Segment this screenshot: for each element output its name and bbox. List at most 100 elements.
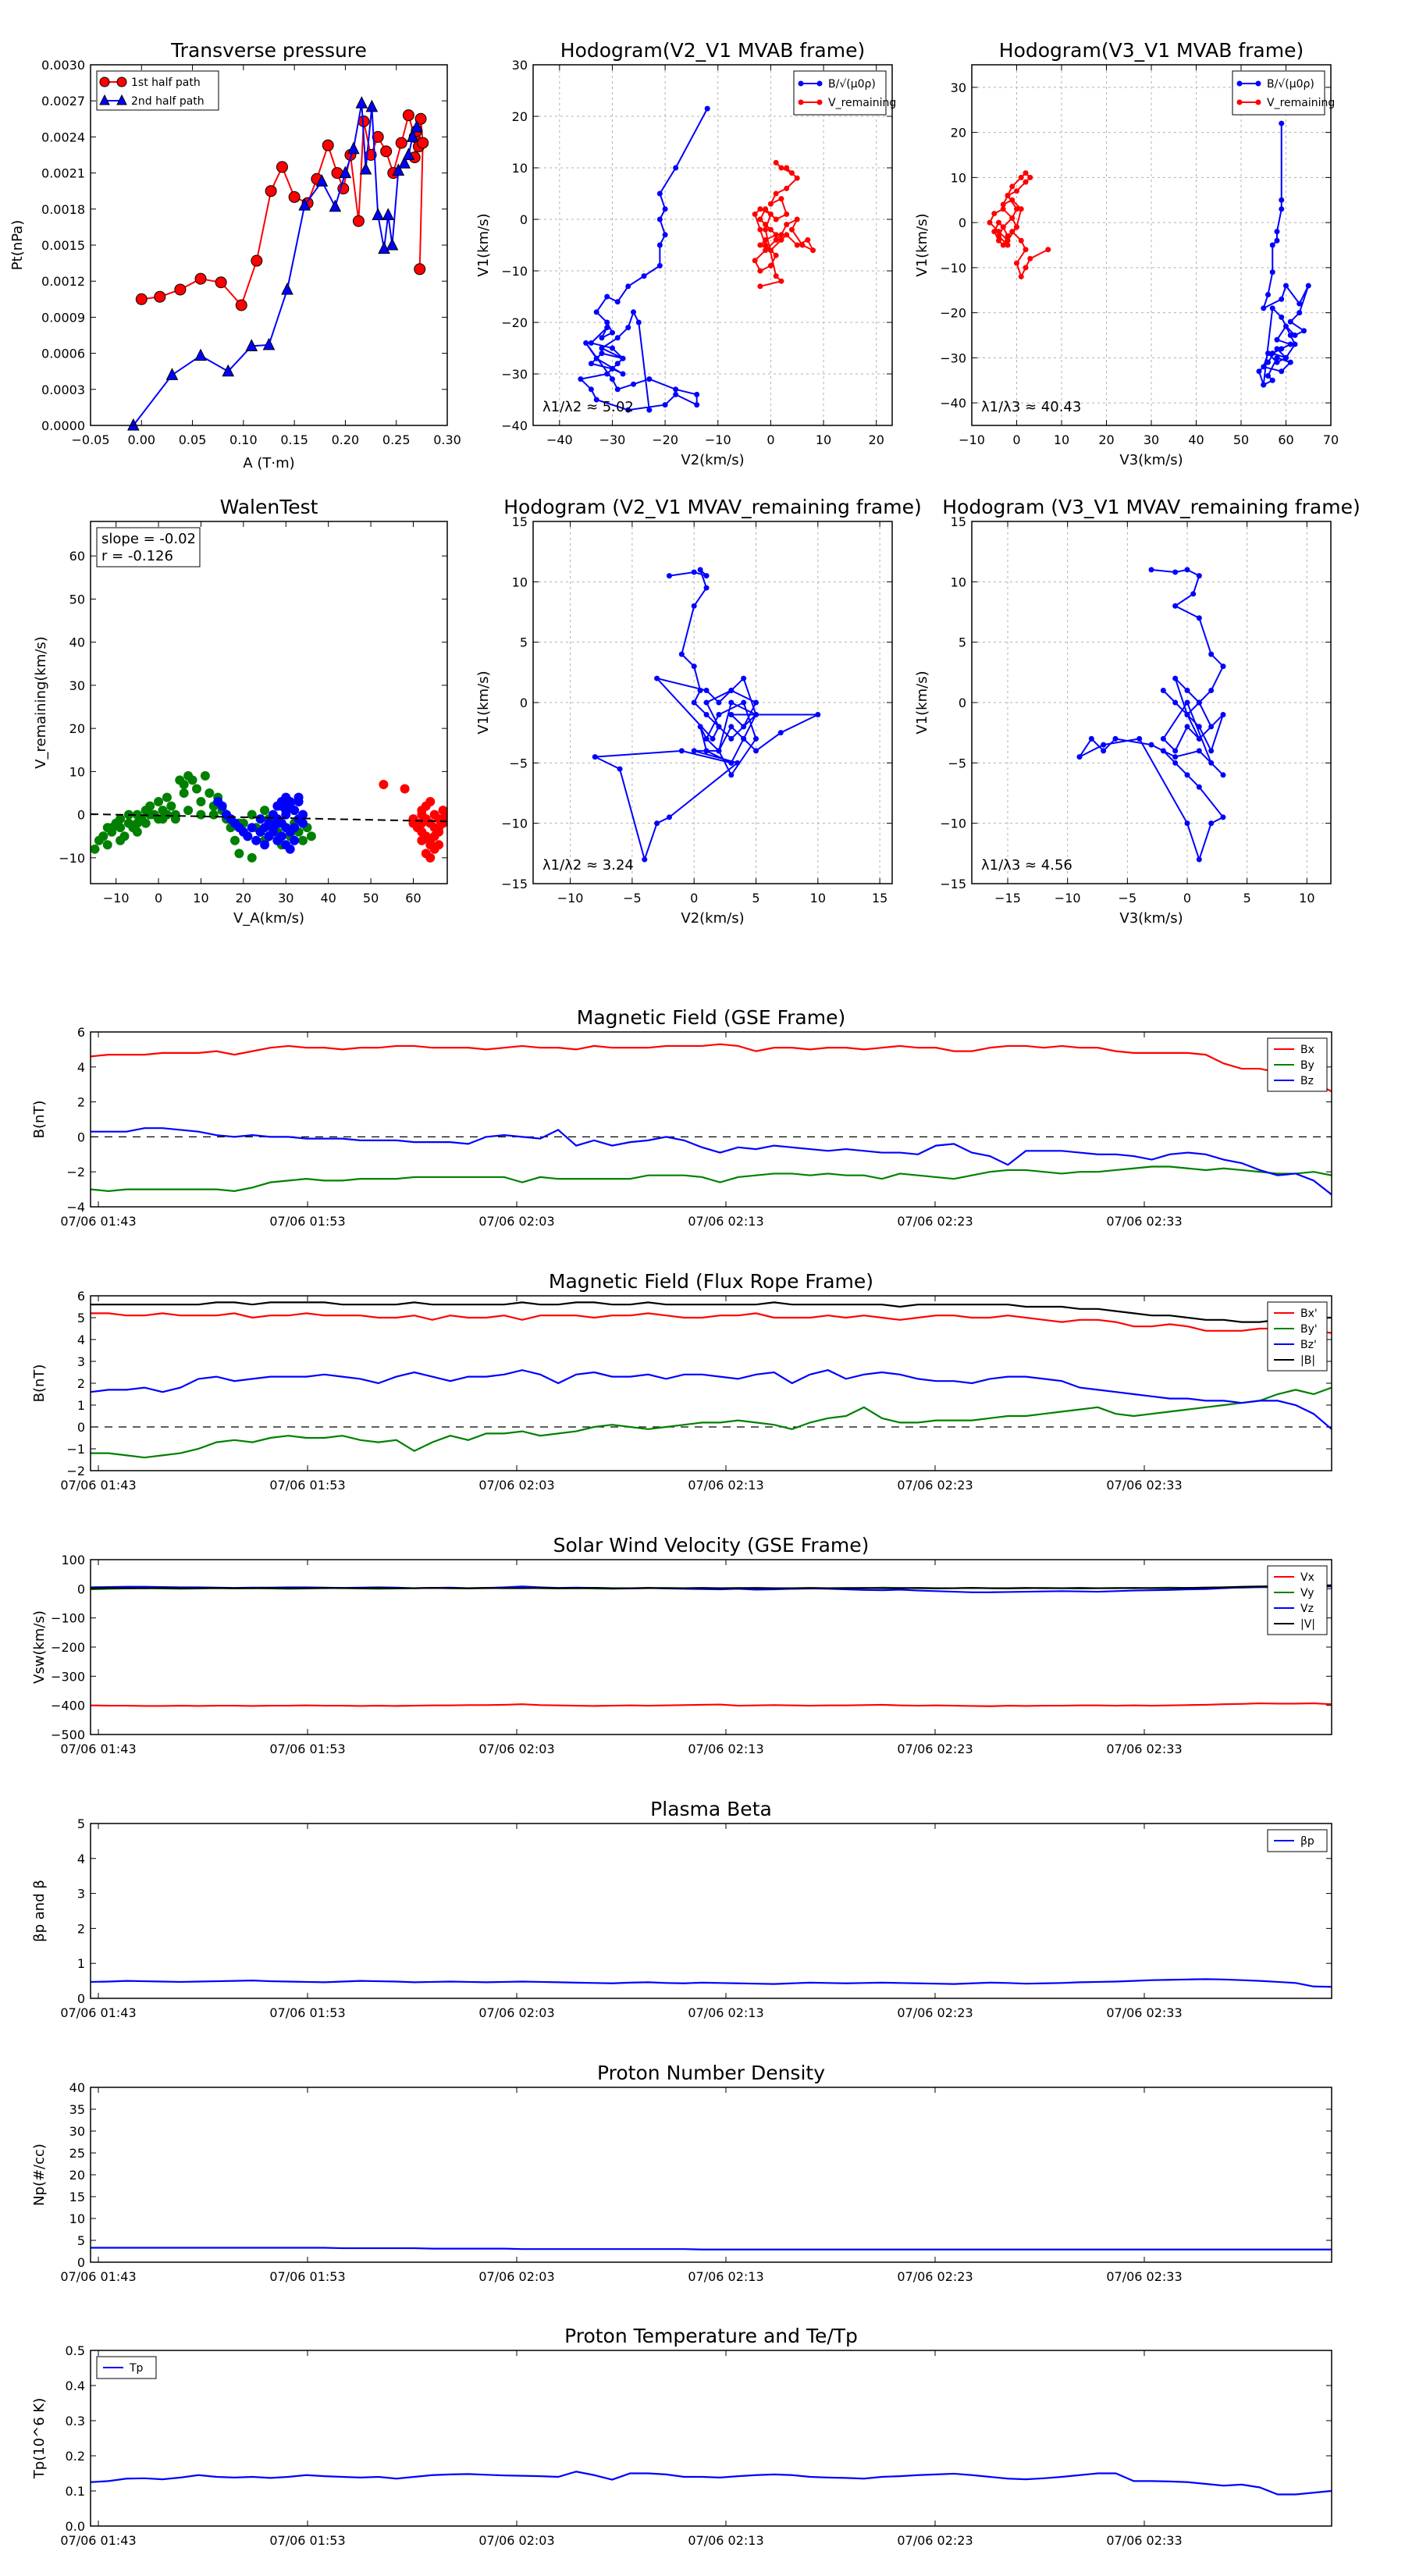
x-tick-label: 15 [872, 891, 887, 906]
data-point [609, 329, 615, 336]
data-point [631, 381, 637, 387]
data-point [593, 309, 599, 315]
data-point [402, 109, 414, 122]
data-point [788, 170, 795, 176]
data-point [1172, 699, 1179, 706]
x-tick-label: 0.30 [433, 432, 461, 447]
h3-x-axis-label: V2(km/s) [681, 910, 744, 927]
data-point [673, 386, 679, 393]
legend-marker [816, 99, 823, 105]
data-point [417, 809, 427, 820]
data-point [599, 335, 605, 341]
data-point [678, 748, 685, 754]
y-tick-label: 0 [77, 1582, 85, 1596]
ts5-title: Proton Number Density [597, 2062, 825, 2084]
fit-text: r = -0.126 [101, 548, 173, 564]
data-point [703, 711, 710, 717]
time-tick-label: 07/06 02:03 [478, 2005, 554, 2020]
h4-eigenvalue-ratio: λ1/λ3 ≈ 4.56 [981, 857, 1072, 873]
data-point [107, 823, 117, 833]
x-tick-label: −20 [652, 432, 678, 447]
data-point [145, 801, 155, 811]
data-point [1005, 192, 1011, 198]
data-point [1292, 341, 1298, 347]
data-point [767, 226, 774, 233]
walen-test-chart: WalenTest V_A(km/s) V_remaining(km/s) −10 0 1… [33, 496, 448, 927]
x-tick-label: 0.10 [229, 432, 258, 447]
data-point [654, 820, 660, 827]
y-tick-label: −2 [66, 1165, 85, 1179]
data-point [347, 141, 360, 155]
data-point [293, 792, 304, 802]
h4-title: Hodogram (V3_V1 MVAV_remaining frame) [942, 496, 1361, 518]
data-point [763, 226, 769, 233]
data-point [372, 208, 385, 220]
data-point [1301, 328, 1307, 334]
h2-y-axis-label: V1(km/s) [914, 213, 930, 276]
data-point [417, 137, 429, 149]
time-tick-label: 07/06 02:03 [478, 2533, 554, 2548]
data-point [1023, 265, 1029, 271]
ts5-y-axis-label: Np(#/cc) [31, 2144, 48, 2206]
legend-marker [1236, 80, 1243, 87]
legend-marker [99, 94, 110, 105]
x-tick-label: −15 [994, 891, 1021, 906]
series-line-Vx [91, 1702, 1332, 1707]
ts6-title: Proton Temperature and Te/Tp [564, 2325, 858, 2347]
series-line-Bz [91, 1127, 1332, 1196]
x-tick-label: −10 [705, 432, 731, 447]
data-point [1184, 688, 1190, 694]
legend-box [1232, 70, 1325, 116]
data-point [1136, 735, 1143, 742]
legend-label: 1st half path [131, 76, 201, 89]
data-point [135, 293, 148, 305]
data-point [794, 175, 800, 181]
legend-label: Vx [1300, 1571, 1314, 1584]
data-point [1023, 247, 1029, 253]
data-point [116, 823, 126, 833]
data-point [763, 222, 769, 228]
y-tick-label: 10 [512, 161, 528, 176]
data-point [799, 242, 806, 248]
data-point [352, 215, 365, 227]
x-tick-label: −10 [103, 891, 130, 906]
data-point [1027, 255, 1033, 262]
data-point [322, 139, 334, 151]
x-tick-label: 0 [155, 891, 162, 906]
time-tick-label: 07/06 02:33 [1106, 1742, 1182, 1756]
y-tick-label: 0 [77, 2255, 85, 2270]
data-point [414, 263, 426, 276]
data-point [728, 772, 735, 778]
y-tick-label: −15 [940, 877, 966, 891]
data-point [145, 809, 155, 820]
data-point [1297, 301, 1303, 307]
y-tick-label: 0.0021 [41, 166, 85, 181]
h4-frame [971, 521, 1332, 884]
data-point [1283, 283, 1289, 289]
data-point [140, 818, 151, 828]
x-tick-label: 40 [320, 891, 336, 906]
y-tick-label: −2 [66, 1464, 85, 1478]
data-point [728, 724, 735, 730]
h2-title: Hodogram(V3_V1 MVAB frame) [999, 39, 1304, 62]
y-tick-label: 1 [77, 1398, 85, 1413]
data-point [1196, 573, 1202, 579]
data-point [741, 675, 747, 681]
walen-test-y-axis-label: V_remaining(km/s) [33, 636, 49, 769]
data-point [290, 835, 300, 845]
x-tick-label: 30 [278, 891, 293, 906]
data-point [1018, 206, 1024, 212]
data-point [1172, 748, 1179, 754]
data-point [673, 165, 679, 171]
x-tick-label: 60 [1278, 432, 1293, 447]
h1-y-axis-label: V1(km/s) [475, 213, 492, 276]
legend-label: βp [1300, 1835, 1314, 1848]
data-point [794, 216, 800, 222]
data-point [773, 252, 779, 258]
data-point [741, 699, 747, 706]
time-tick-label: 07/06 02:03 [478, 1478, 554, 1493]
ts3-y-axis-label: Vsw(km/s) [31, 1610, 48, 1684]
data-point [395, 137, 407, 149]
data-point [1261, 382, 1267, 388]
data-point [614, 386, 621, 393]
